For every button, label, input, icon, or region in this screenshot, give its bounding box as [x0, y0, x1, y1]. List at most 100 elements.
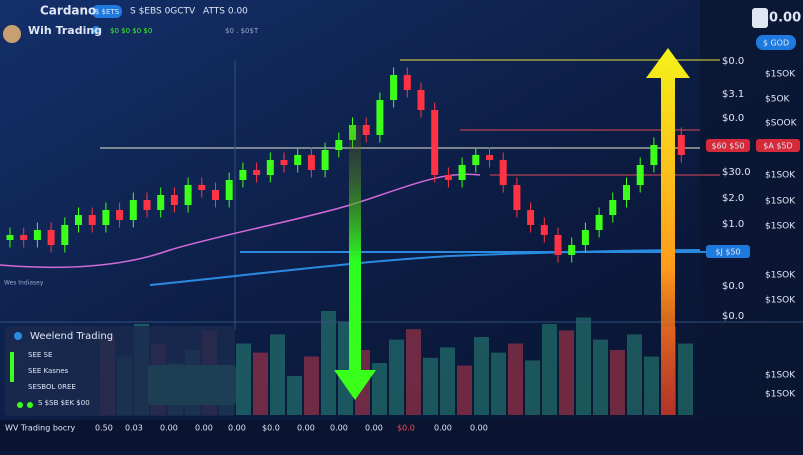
marker — [10, 352, 14, 382]
footer-item: 0.00 — [195, 424, 213, 433]
volume-bar — [593, 339, 608, 415]
volume-bar — [287, 376, 302, 415]
volume-bar — [236, 343, 251, 415]
volume-bar — [389, 339, 404, 415]
pill — [706, 245, 750, 258]
axis-label: $1SOK — [765, 70, 796, 80]
candle-body — [6, 235, 14, 240]
candle-body — [294, 155, 302, 165]
candle-body — [390, 75, 398, 100]
header-item: S $EBS 0GCTV — [130, 7, 196, 17]
axis-label: $5OK — [765, 95, 791, 105]
candle-body — [307, 155, 315, 170]
candle-body — [636, 165, 644, 185]
candle-body — [581, 230, 589, 245]
pill — [756, 139, 800, 152]
volume-bar — [678, 343, 693, 415]
panel-line: SEE SE — [28, 351, 52, 359]
volume-bar — [372, 363, 387, 415]
panel-title: Weelend Trading — [30, 331, 113, 342]
panel-line: S $SB $EK $00 — [38, 399, 90, 407]
sub-item: $0 . $0$T — [225, 27, 259, 35]
header-item: ATTS 0.00 — [203, 7, 248, 17]
footer-item: $0.0 — [262, 424, 280, 433]
candle-body — [431, 110, 439, 175]
candle-body — [321, 150, 329, 170]
panel-line: SEE Kasnes — [28, 367, 69, 375]
pill-label: $60 $50 — [711, 142, 744, 151]
volume-bar — [627, 334, 642, 415]
volume-bar — [321, 311, 336, 415]
candle-body — [170, 195, 178, 205]
dot — [14, 332, 22, 340]
volume-bar — [559, 330, 574, 415]
note: Wes Indiasey — [4, 280, 44, 287]
axis-label: $3.1 — [722, 89, 744, 100]
moving-average — [149, 249, 701, 286]
footer-item: WV Trading bocry — [5, 424, 75, 433]
candle-body — [595, 215, 603, 230]
candle-body — [623, 185, 630, 200]
candle-body — [417, 90, 425, 110]
axis-label: $1SOK — [765, 222, 796, 232]
axis-label: $1.0 — [722, 219, 744, 230]
info-card — [148, 365, 236, 405]
pill-label: $ $ETS — [95, 8, 120, 16]
candle-body — [253, 170, 261, 175]
pill — [706, 139, 750, 152]
candle-body — [540, 225, 548, 235]
footer-item: 0.00 — [365, 424, 383, 433]
dot — [27, 402, 33, 408]
footer-item: 0.00 — [297, 424, 315, 433]
candle-body — [225, 180, 233, 200]
sub-item: $0 $0 $0 $0 — [110, 27, 152, 35]
candle-body — [157, 195, 165, 210]
axis-label: $1SOK — [765, 271, 796, 281]
candle-body — [472, 155, 480, 165]
candle-body — [458, 165, 466, 180]
axis-label: $0.0 — [722, 113, 744, 124]
footer-item: 0.00 — [470, 424, 488, 433]
axis-panel — [700, 0, 803, 451]
candle-body — [280, 160, 288, 165]
footer-bar — [0, 420, 803, 451]
icon — [752, 8, 768, 28]
footer-item: 0.50 — [95, 424, 113, 433]
pill — [756, 35, 796, 50]
candle-body — [33, 230, 41, 240]
axis-label: $2.0 — [722, 193, 744, 204]
avatar — [3, 25, 21, 43]
axis-label: $SOOK — [765, 119, 798, 129]
axis-label: $0.0 — [722, 311, 744, 322]
levels — [0, 59, 803, 330]
pill-label: $A $5D — [763, 142, 792, 151]
axis-label: $1SOK — [765, 390, 796, 400]
volume-bar — [474, 337, 489, 415]
candle-body — [444, 175, 452, 180]
volume-bar — [423, 357, 438, 415]
candle-body — [554, 235, 562, 255]
volume-bar — [440, 347, 455, 415]
candle-body — [376, 100, 384, 135]
dot — [92, 26, 100, 34]
candle-body — [20, 235, 28, 240]
candle-body — [88, 215, 96, 225]
axis-label: $30.0 — [722, 167, 751, 178]
volume-bar — [491, 352, 506, 415]
footer-item: 0.03 — [125, 424, 143, 433]
axis-label: $1SOK — [765, 296, 796, 306]
footer-item: $0.0 — [397, 424, 415, 433]
volume-bar — [644, 356, 659, 415]
candle-body — [102, 210, 110, 225]
candle-body — [47, 230, 55, 245]
candle-body — [129, 200, 137, 220]
subtitle: Wih Trading — [28, 24, 102, 37]
candle-body — [266, 160, 274, 175]
moving-average — [0, 173, 481, 269]
axis-label: $0.0 — [722, 56, 744, 67]
pill — [92, 5, 122, 18]
volume-bar — [406, 329, 421, 415]
panel-line: SESBOL 0REE — [28, 383, 76, 391]
volume-bar — [508, 343, 523, 415]
